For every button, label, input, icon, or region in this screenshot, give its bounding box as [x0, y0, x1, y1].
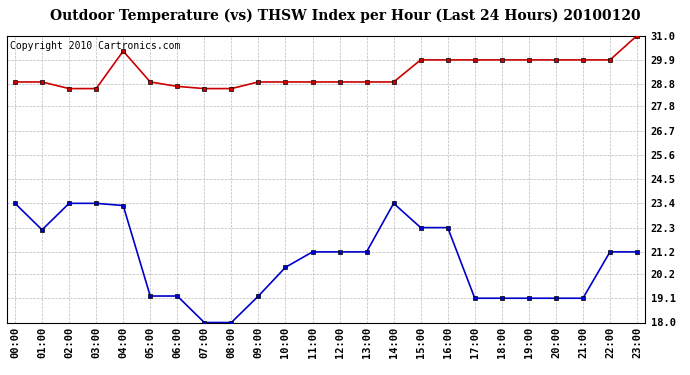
Text: Copyright 2010 Cartronics.com: Copyright 2010 Cartronics.com [10, 41, 181, 51]
Text: Outdoor Temperature (vs) THSW Index per Hour (Last 24 Hours) 20100120: Outdoor Temperature (vs) THSW Index per … [50, 9, 640, 23]
